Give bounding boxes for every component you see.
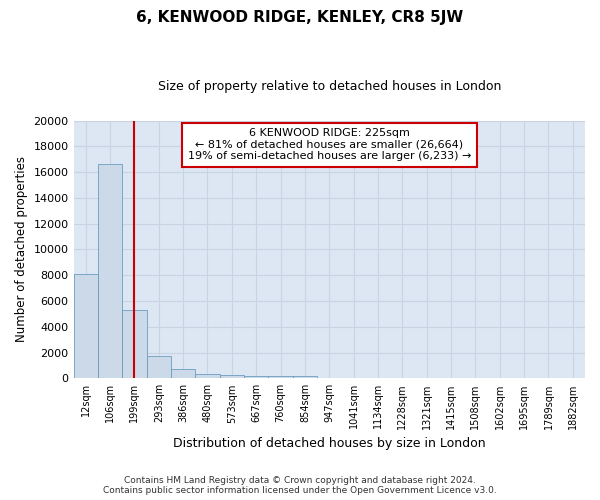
Text: 6 KENWOOD RIDGE: 225sqm
← 81% of detached houses are smaller (26,664)
19% of sem: 6 KENWOOD RIDGE: 225sqm ← 81% of detache…: [188, 128, 471, 162]
Y-axis label: Number of detached properties: Number of detached properties: [15, 156, 28, 342]
Bar: [196, 374, 220, 378]
Title: Size of property relative to detached houses in London: Size of property relative to detached ho…: [158, 80, 501, 93]
Bar: [293, 376, 317, 378]
Text: Contains HM Land Registry data © Crown copyright and database right 2024.
Contai: Contains HM Land Registry data © Crown c…: [103, 476, 497, 495]
Bar: [220, 375, 244, 378]
Bar: [171, 368, 196, 378]
X-axis label: Distribution of detached houses by size in London: Distribution of detached houses by size …: [173, 437, 485, 450]
Bar: [268, 376, 293, 378]
Bar: [146, 356, 171, 378]
Text: 6, KENWOOD RIDGE, KENLEY, CR8 5JW: 6, KENWOOD RIDGE, KENLEY, CR8 5JW: [136, 10, 464, 25]
Bar: [244, 376, 268, 378]
Bar: [74, 274, 98, 378]
Bar: [98, 164, 122, 378]
Bar: [122, 310, 146, 378]
